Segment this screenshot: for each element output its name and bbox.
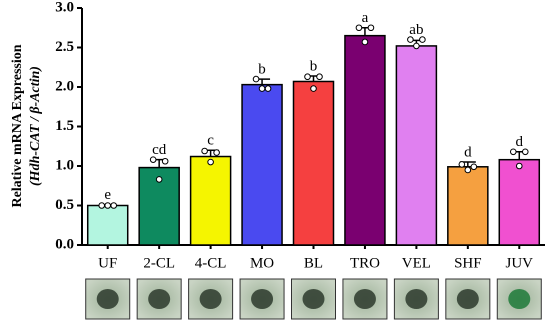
y-axis-title: Relative mRNA Expression — [10, 44, 25, 207]
data-point — [515, 162, 523, 170]
bar — [138, 166, 180, 246]
significance-letter: c — [207, 133, 214, 149]
data-point — [110, 202, 118, 209]
significance-letter: a — [362, 10, 369, 26]
y-axis-subtitle: (Hdh-CAT / β-Actin) — [28, 66, 43, 186]
y-tick-label: 0.5 — [55, 197, 74, 213]
data-point — [407, 36, 414, 43]
data-point — [149, 156, 157, 163]
embryo — [251, 289, 274, 309]
bar — [498, 158, 541, 246]
significance-letter: b — [310, 58, 318, 74]
x-tick-label: TRO — [350, 255, 380, 271]
data-point — [458, 161, 466, 168]
bar — [395, 45, 438, 246]
y-tick-label: 0.0 — [55, 236, 74, 252]
y-tick-label: 2.0 — [55, 78, 74, 94]
x-tick-label: JUV — [506, 255, 534, 271]
significance-letter: e — [104, 187, 111, 203]
bar — [447, 166, 489, 246]
bar — [86, 204, 129, 246]
data-point — [470, 163, 478, 171]
data-point — [367, 24, 375, 32]
data-point — [98, 202, 106, 209]
data-point — [207, 158, 214, 166]
x-tick-label: BL — [304, 255, 323, 271]
significance-letter: cd — [152, 142, 167, 158]
data-point — [310, 85, 317, 92]
data-point — [464, 166, 472, 174]
data-point — [413, 42, 420, 50]
data-point — [419, 36, 426, 43]
embryo — [508, 289, 531, 309]
x-tick-label: MO — [250, 255, 274, 271]
bar — [241, 83, 283, 246]
data-point — [161, 157, 169, 165]
y-tick-label: 2.5 — [55, 39, 74, 55]
embryo — [456, 289, 479, 309]
data-point — [355, 24, 363, 32]
x-tick-label: 4-CL — [195, 255, 227, 271]
data-point — [258, 85, 266, 92]
embryo — [96, 289, 119, 309]
significance-letter: d — [464, 144, 472, 160]
data-point — [361, 38, 369, 46]
embryo — [148, 289, 171, 309]
embryo — [199, 289, 222, 309]
y-tick-label: 3.0 — [55, 0, 74, 15]
data-point — [509, 148, 517, 156]
x-tick-label: UF — [98, 255, 117, 271]
data-point — [304, 73, 311, 81]
x-tick-label: 2-CL — [143, 255, 175, 271]
x-tick-label: VEL — [402, 255, 431, 271]
bar — [189, 155, 232, 246]
data-point — [264, 85, 272, 92]
embryo — [405, 289, 428, 309]
data-point — [201, 147, 208, 155]
y-tick-label: 1.0 — [55, 157, 74, 173]
y-tick-label: 1.5 — [55, 118, 74, 134]
bar — [344, 34, 386, 246]
significance-letter: d — [516, 134, 524, 150]
data-point — [213, 149, 220, 156]
significance-letter: b — [258, 62, 266, 78]
bar — [292, 80, 335, 246]
embryo — [353, 289, 376, 309]
data-point — [155, 176, 163, 183]
data-point — [252, 75, 260, 83]
data-point — [316, 73, 323, 81]
embryo — [302, 289, 325, 309]
significance-letter: ab — [409, 22, 423, 38]
data-point — [521, 148, 529, 156]
x-tick-label: SHF — [454, 255, 482, 271]
data-point — [104, 202, 112, 209]
